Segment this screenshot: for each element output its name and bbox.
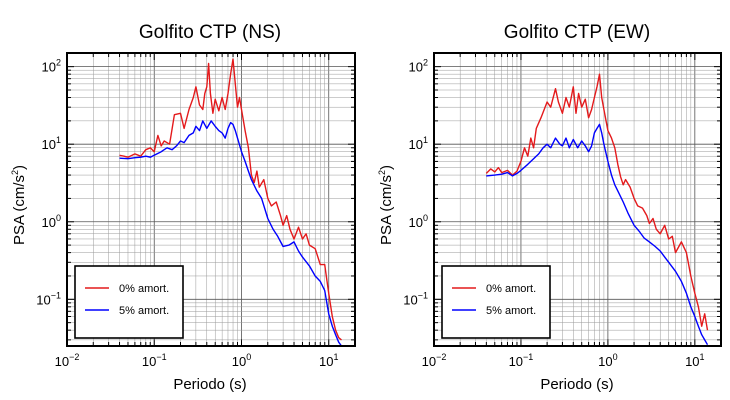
legend-label: 5% amort.: [119, 305, 169, 317]
legend: 0% amort. 5% amort.: [74, 265, 184, 339]
x-tick-label: 10−1: [509, 352, 534, 369]
series-line-1: [486, 123, 709, 346]
series-line-1: [119, 120, 343, 347]
y-tick-label: 100: [42, 213, 61, 230]
x-tick-label: 10−2: [55, 352, 80, 369]
chart-title: Golfito CTP (EW): [504, 22, 650, 43]
y-tick-label: 102: [409, 58, 428, 75]
x-axis-label: Periodo (s): [173, 376, 246, 393]
chart-title: Golfito CTP (NS): [139, 22, 281, 43]
y-tick-label: 101: [42, 135, 61, 152]
y-tick-label: 102: [42, 58, 61, 75]
y-axis-label: PSA (cm/s2): [377, 165, 395, 245]
plot-frame: [433, 52, 722, 347]
x-axis-label: Periodo (s): [540, 376, 613, 393]
y-axis-label: PSA (cm/s2): [10, 165, 28, 245]
chart-panel-ew: Golfito CTP (EW) Periodo (s) PSA (cm/s2)…: [377, 22, 722, 393]
grid-lines: [66, 53, 356, 346]
x-tick-label: 100: [598, 352, 617, 369]
legend-label: 0% amort.: [486, 283, 536, 295]
chart-panel-ns: Golfito CTP (NS) Periodo (s) PSA (cm/s2)…: [10, 22, 356, 393]
legend-box: [441, 265, 551, 339]
series-line-0: [119, 58, 342, 341]
legend-label: 5% amort.: [486, 305, 536, 317]
y-tick-label: 101: [409, 135, 428, 152]
x-tick-label: 101: [319, 352, 338, 369]
legend: 0% amort. 5% amort.: [441, 265, 551, 339]
y-tick-label: 100: [409, 213, 428, 230]
y-tick-label: 10−1: [36, 290, 61, 307]
x-tick-label: 100: [232, 352, 251, 369]
x-tick-label: 10−1: [142, 352, 167, 369]
legend-label: 0% amort.: [119, 283, 169, 295]
series-line-0: [485, 73, 709, 331]
legend-box: [74, 265, 184, 339]
x-tick-label: 101: [685, 352, 704, 369]
x-tick-label: 10−2: [422, 352, 447, 369]
plot-frame: [66, 52, 356, 347]
y-tick-label: 10−1: [403, 290, 428, 307]
